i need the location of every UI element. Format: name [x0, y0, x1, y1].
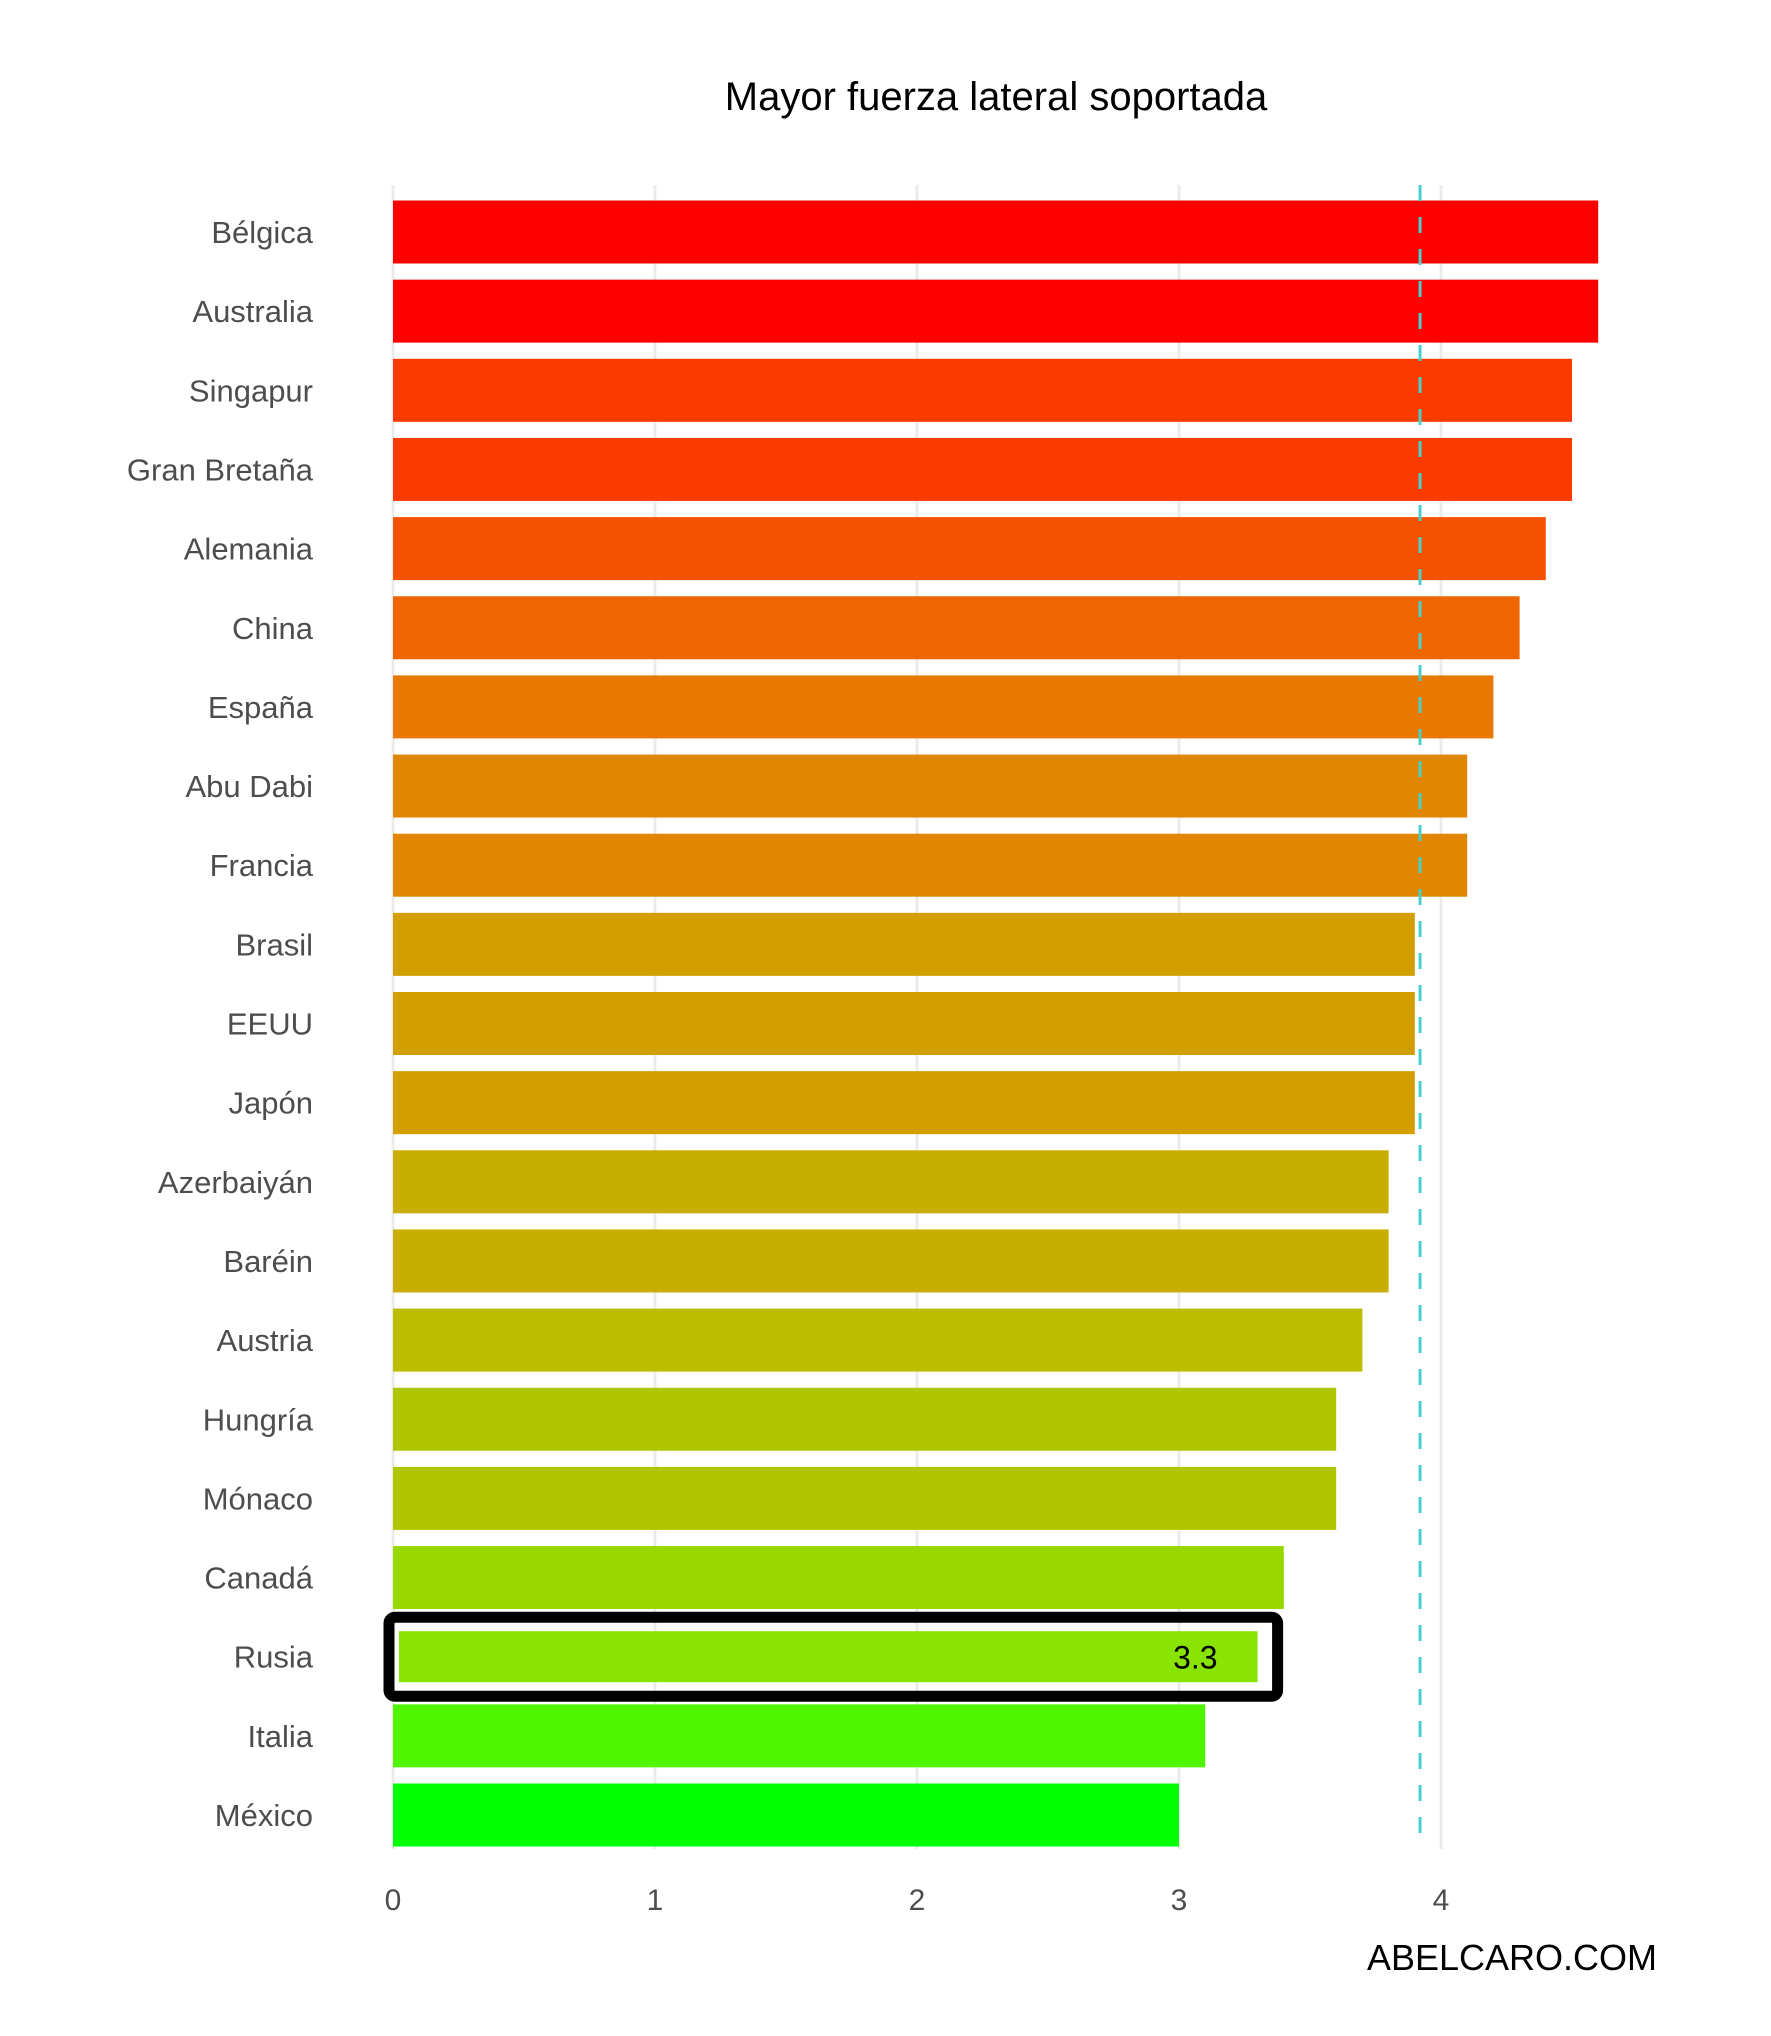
y-category-label: China	[232, 611, 314, 646]
y-category-label: Mónaco	[203, 1481, 313, 1516]
x-tick-label: 4	[1433, 1884, 1450, 1917]
bar	[393, 1387, 1337, 1451]
bar	[393, 437, 1572, 501]
y-category-label: EEUU	[227, 1007, 313, 1042]
y-category-label: Baréin	[223, 1244, 313, 1279]
y-category-label: Singapur	[189, 373, 313, 408]
y-category-label: Brasil	[235, 927, 313, 962]
y-category-label: España	[208, 690, 314, 725]
bar	[393, 1071, 1415, 1135]
bar	[393, 1704, 1206, 1768]
y-category-label: Francia	[210, 848, 314, 883]
highlight-box	[383, 1611, 1284, 1702]
y-category-label: Gran Bretaña	[127, 452, 314, 487]
bar	[393, 833, 1468, 897]
bar	[393, 1546, 1284, 1610]
y-category-label: Australia	[192, 294, 313, 329]
bar	[393, 754, 1468, 818]
bar	[393, 1150, 1389, 1214]
bar	[393, 596, 1520, 660]
y-category-label: Abu Dabi	[185, 769, 313, 804]
y-category-label: Rusia	[234, 1640, 314, 1675]
x-tick-label: 2	[909, 1884, 926, 1917]
x-tick-label: 1	[647, 1884, 664, 1917]
y-category-label: Azerbaiyán	[158, 1165, 313, 1200]
y-category-label: Japón	[229, 1086, 313, 1121]
x-tick-label: 3	[1171, 1884, 1188, 1917]
bar	[393, 200, 1599, 264]
y-category-label: Hungría	[203, 1402, 314, 1437]
y-category-label: Italia	[248, 1719, 314, 1754]
chart-title: Mayor fuerza lateral soportada	[725, 75, 1268, 119]
y-category-label: Alemania	[184, 532, 314, 567]
bar	[393, 1229, 1389, 1293]
bar	[393, 517, 1546, 581]
bar	[399, 1631, 1258, 1683]
bar	[393, 1466, 1337, 1530]
watermark: ABELCARO.COM	[1367, 1937, 1657, 1978]
bar	[393, 1308, 1363, 1372]
bar-value-label: 3.3	[1173, 1640, 1217, 1676]
bar	[393, 1783, 1179, 1847]
y-category-label: México	[215, 1798, 313, 1833]
bar	[393, 912, 1415, 976]
y-category-label: Bélgica	[211, 215, 313, 250]
bar	[393, 358, 1572, 422]
bar	[393, 992, 1415, 1055]
y-category-label: Canadá	[204, 1561, 313, 1596]
bar	[393, 279, 1599, 343]
bar	[393, 675, 1494, 739]
x-tick-label: 0	[385, 1884, 402, 1917]
y-category-label: Austria	[217, 1323, 314, 1358]
